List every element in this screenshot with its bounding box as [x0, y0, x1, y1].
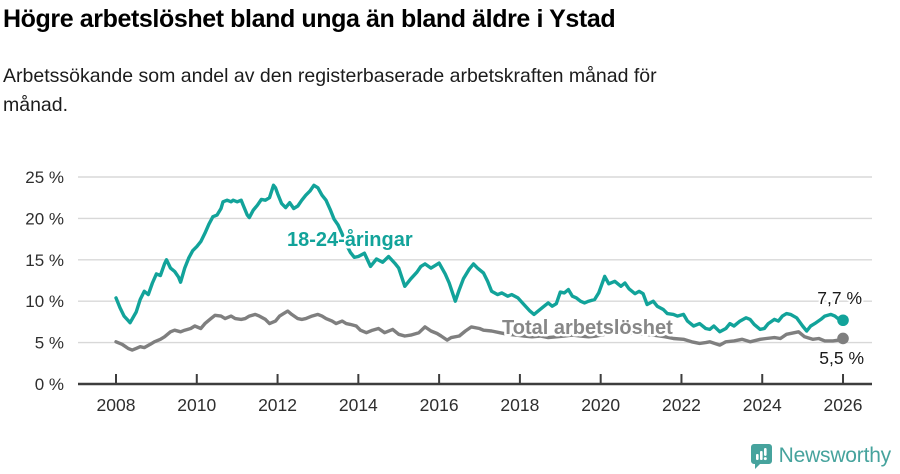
exclamation-stem [763, 448, 767, 456]
y-tick-label-0: 0 % [35, 375, 64, 394]
chart-subtitle-line1: Arbetssökande som andel av den registerb… [3, 65, 657, 87]
series-line-youth [114, 183, 845, 334]
end-value-label-youth: 7,7 % [817, 288, 862, 308]
series-end-dot-total [837, 332, 849, 345]
newsworthy-badge-chart-icon [750, 444, 772, 469]
exclamation-dot [763, 457, 767, 461]
x-tick-label-2012: 2012 [258, 395, 297, 415]
x-tick-label-2026: 2026 [824, 395, 863, 415]
y-tick-label-10: 10 % [25, 292, 64, 311]
x-tick-label-2014: 2014 [339, 395, 378, 415]
y-tick-label-5: 5 % [35, 334, 64, 353]
x-tick-label-2024: 2024 [743, 395, 782, 415]
x-tick-label-2010: 2010 [177, 395, 216, 415]
brand-name: Newsworthy [778, 444, 892, 467]
x-tick-label-2018: 2018 [500, 395, 539, 415]
y-tick-label-15: 15 % [25, 251, 64, 270]
series-label-total: Total arbetslöshet [502, 317, 673, 339]
y-tick-label-25: 25 % [25, 168, 64, 187]
page-title: Högre arbetslöshet bland unga än bland ä… [3, 5, 616, 33]
end-value-label-total: 5,5 % [819, 348, 864, 368]
chart-subtitle: Arbetssökande som andel av den registerb… [3, 62, 657, 120]
x-tick-label-2008: 2008 [97, 395, 136, 415]
series-line-total [114, 309, 845, 352]
x-tick-label-2022: 2022 [662, 395, 701, 415]
x-tick-label-2020: 2020 [581, 395, 620, 415]
bar-medium [759, 451, 763, 460]
x-tick-label-2016: 2016 [420, 395, 459, 415]
y-tick-label-20: 20 % [25, 209, 64, 228]
series-label-youth: 18-24-åringar [287, 228, 413, 251]
footer-logo[interactable]: Newsworthy [750, 443, 892, 469]
bar-small [755, 454, 759, 460]
series-end-dot-youth [837, 314, 849, 327]
chart-subtitle-line2: månad. [3, 94, 69, 116]
